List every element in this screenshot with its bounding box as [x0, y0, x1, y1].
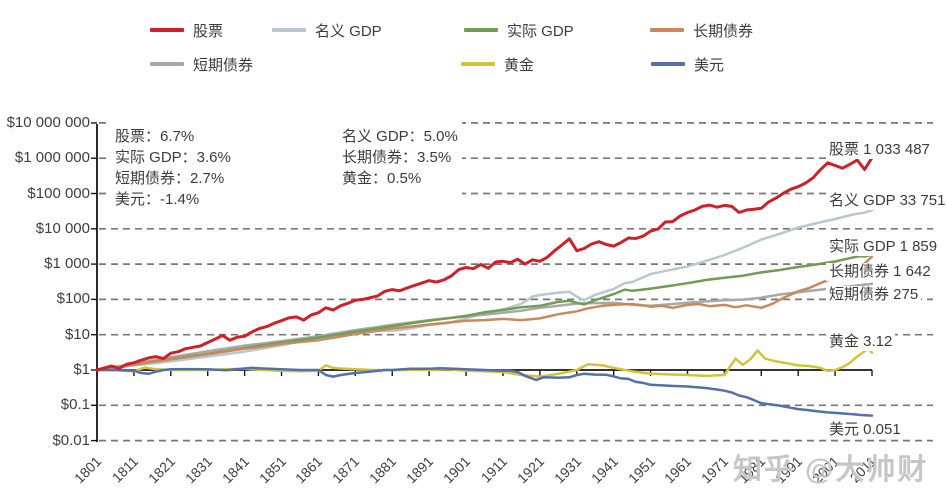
- legend-item-long-bonds: 长期债券: [650, 22, 754, 40]
- y-axis-label: $0.1: [60, 396, 90, 414]
- legend-item-stocks: 股票: [150, 22, 224, 40]
- stat-line: 长期债券：3.5%: [342, 149, 452, 166]
- end-label-long-bonds: 长期债券 1 642: [826, 263, 934, 281]
- legend-item-real-gdp: 实际 GDP: [464, 22, 574, 40]
- legend-label: 实际 GDP: [507, 22, 574, 40]
- stats-background: [106, 118, 462, 206]
- series-line-nominal-gdp: [95, 208, 874, 372]
- stats-column-right: 名义 GDP：5.0% 长期债券：3.5% 黄金：0.5%: [342, 126, 458, 189]
- legend-swatch-short-bonds: [150, 62, 184, 66]
- end-label-stocks: 股票 1 033 487: [826, 141, 933, 159]
- legend-label: 名义 GDP: [315, 22, 382, 40]
- end-label-short-bonds: 短期债券 275: [826, 286, 922, 304]
- end-label-usd: 美元 0.051: [826, 421, 904, 439]
- stat-line: 实际 GDP：3.6%: [115, 149, 231, 166]
- end-label-gold: 黄金 3.12: [826, 333, 896, 351]
- legend-swatch-real-gdp: [464, 28, 498, 32]
- legend-swatch-long-bonds: [650, 28, 684, 32]
- legend-swatch-gold: [461, 62, 495, 66]
- end-label-nominal-gdp: 名义 GDP 33 751: [826, 192, 946, 210]
- legend-item-gold: 黄金: [461, 56, 535, 74]
- series-line-usd: [95, 366, 874, 417]
- series-line-long-bonds: [95, 255, 874, 372]
- y-axis-label: $1 000: [44, 255, 90, 273]
- y-axis-label: $1: [73, 361, 90, 378]
- stat-line: 黄金：0.5%: [342, 170, 422, 187]
- series-line-stocks: [95, 156, 874, 372]
- legend-label: 股票: [193, 22, 224, 40]
- legend-item-usd: 美元: [651, 56, 725, 74]
- stat-line: 美元：-1.4%: [115, 191, 200, 208]
- legend-item-short-bonds: 短期债券: [150, 56, 254, 74]
- y-axis-label: $1 000 000: [14, 149, 90, 167]
- y-axis-label: $0.01: [52, 431, 90, 449]
- y-axis-label: $10: [64, 325, 90, 343]
- legend-label: 长期债券: [693, 22, 754, 40]
- stat-line: 名义 GDP：5.0%: [342, 128, 458, 145]
- legend-label: 短期债券: [193, 56, 254, 74]
- legend-swatch-stocks: [150, 28, 184, 32]
- y-axis-label: $100: [56, 290, 90, 308]
- y-axis-label: $100 000: [27, 184, 90, 202]
- legend-item-nominal-gdp: 名义 GDP: [272, 22, 382, 40]
- y-axis-label: $10 000: [35, 219, 90, 237]
- watermark: 知乎 @大帅财: [733, 454, 929, 486]
- stat-line: 短期债券：2.7%: [115, 170, 225, 187]
- stat-line: 股票：6.7%: [115, 128, 195, 145]
- stats-column-left: 股票：6.7% 实际 GDP：3.6% 短期债券：2.7% 美元：-1.4%: [115, 126, 231, 210]
- legend-swatch-usd: [651, 62, 685, 66]
- legend-swatch-nominal-gdp: [272, 28, 306, 32]
- end-label-real-gdp: 实际 GDP 1 859: [826, 238, 941, 256]
- legend-label: 黄金: [504, 56, 535, 74]
- y-axis-label: $10 000 000: [6, 113, 90, 131]
- legend-label: 美元: [694, 56, 725, 74]
- series-line-real-gdp: [95, 253, 874, 372]
